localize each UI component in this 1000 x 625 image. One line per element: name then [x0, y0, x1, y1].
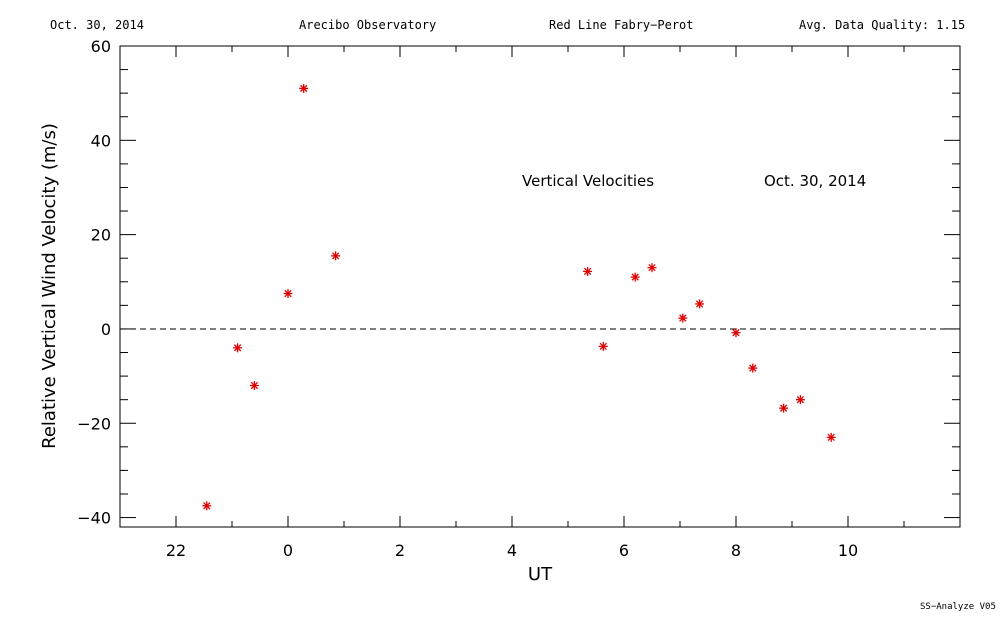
data-point-star	[695, 299, 705, 309]
x-tick-label: 0	[283, 541, 293, 560]
axis-ticks	[119, 45, 961, 527]
chart-title: Vertical Velocities	[522, 172, 654, 190]
data-point-star	[826, 432, 836, 442]
data-point-star	[283, 289, 293, 299]
x-tick-label: 2	[395, 541, 405, 560]
data-point-star	[678, 313, 688, 323]
x-tick-label: 22	[166, 541, 186, 560]
header-date: Oct. 30, 2014	[50, 18, 144, 32]
x-tick-label: 10	[838, 541, 858, 560]
y-tick-label: −40	[77, 509, 111, 528]
data-point-star	[598, 341, 608, 351]
data-point-star	[202, 501, 212, 511]
data-point-star	[779, 403, 789, 413]
data-point-star	[731, 328, 741, 338]
header-data-quality: Avg. Data Quality: 1.15	[799, 18, 966, 32]
y-tick-labels: −40 −20 0 20 40 60	[77, 37, 111, 528]
y-axis-label: Relative Vertical Wind Velocity (m/s)	[39, 123, 60, 449]
data-point-star	[647, 263, 657, 273]
data-point-star	[233, 343, 243, 353]
data-point-star	[331, 251, 341, 261]
x-axis-label: UT	[528, 564, 553, 585]
y-tick-label: 20	[91, 226, 111, 245]
data-point-star	[583, 266, 593, 276]
plot-frame	[119, 45, 961, 528]
x-tick-labels: 22 0 2 4 6 8 10	[166, 541, 858, 560]
y-tick-label: 40	[91, 131, 111, 150]
y-tick-label: 0	[101, 320, 111, 339]
data-point-star	[795, 395, 805, 405]
x-tick-label: 4	[507, 541, 517, 560]
data-point-star	[249, 381, 259, 391]
header-instrument: Red Line Fabry−Perot	[549, 18, 694, 32]
data-point-star	[748, 363, 758, 373]
x-tick-label: 6	[619, 541, 629, 560]
data-point-star	[630, 272, 640, 282]
software-version: SS−Analyze V05	[920, 602, 996, 612]
chart-date-annotation: Oct. 30, 2014	[764, 172, 866, 190]
y-tick-label: −20	[77, 414, 111, 433]
x-tick-label: 8	[731, 541, 741, 560]
data-point-star	[299, 83, 309, 93]
data-points	[202, 83, 836, 511]
y-tick-label: 60	[91, 37, 111, 56]
header-observatory: Arecibo Observatory	[299, 18, 437, 32]
